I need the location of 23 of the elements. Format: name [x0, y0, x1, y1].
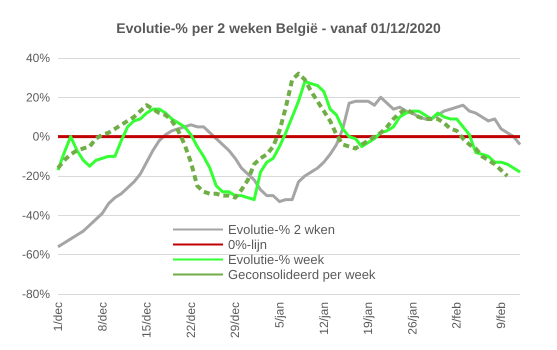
- x-tick-label: 26/jan: [405, 302, 420, 335]
- y-tick-label: 0%: [32, 130, 50, 144]
- x-tick-label: 2/feb: [450, 302, 464, 329]
- x-tick-label: 19/jan: [361, 302, 376, 335]
- x-tick-label: 12/jan: [316, 302, 331, 335]
- x-tick-label: 5/jan: [272, 302, 287, 328]
- y-tick-label: 40%: [26, 51, 50, 65]
- x-tick-label: 8/dec: [95, 302, 110, 332]
- x-tick-label: 1/dec: [51, 302, 65, 332]
- y-tick-label: -60%: [22, 248, 50, 262]
- legend-label: 0%-lijn: [228, 237, 268, 252]
- x-tick-label: 22/dec: [184, 302, 198, 338]
- y-tick-label: 20%: [26, 90, 50, 104]
- x-tick-label: 29/dec: [228, 302, 242, 338]
- x-tick-label: 15/dec: [140, 302, 154, 338]
- y-tick-label: -40%: [22, 208, 50, 222]
- legend-label: Evolutie-% week: [228, 252, 325, 267]
- y-tick-label: -20%: [22, 169, 50, 183]
- x-tick-label: 9/feb: [494, 302, 508, 329]
- legend-label: Evolutie-% 2 wken: [228, 222, 335, 237]
- chart-title: Evolutie-% per 2 weken België - vanaf 01/12/2020: [116, 20, 441, 36]
- y-tick-label: -80%: [22, 287, 50, 301]
- legend-label: Geconsolideerd per week: [228, 267, 376, 282]
